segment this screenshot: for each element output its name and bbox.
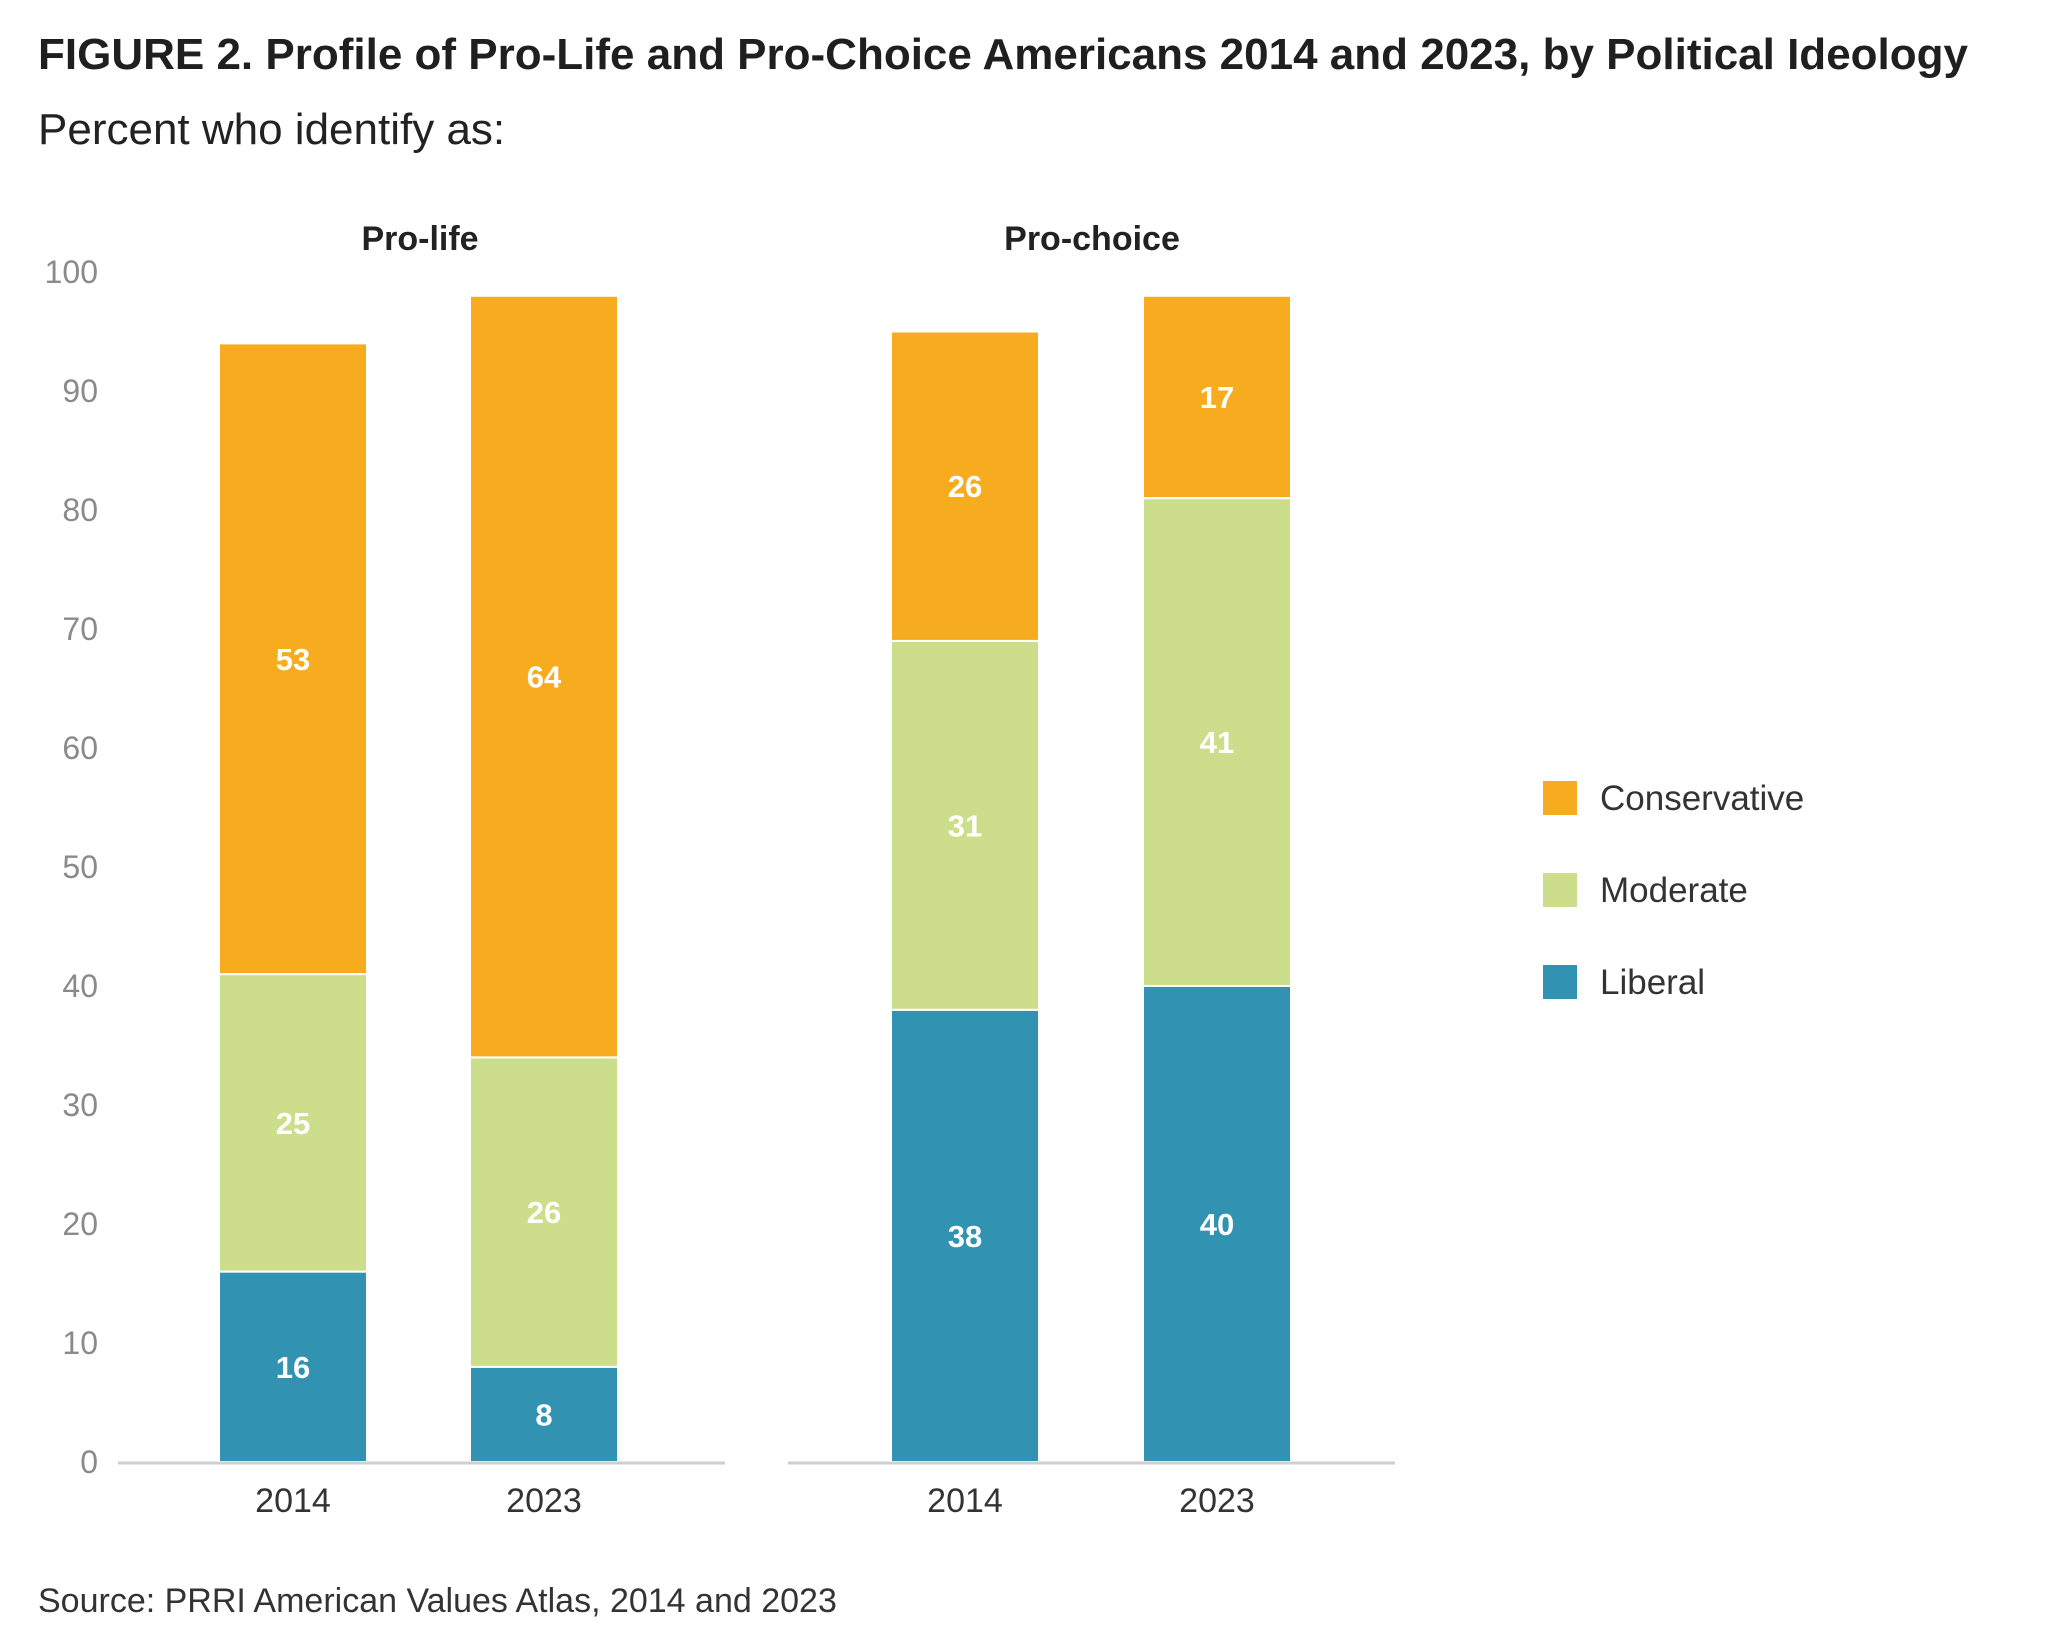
source-note: Source: PRRI American Values Atlas, 2014… bbox=[38, 1582, 837, 1620]
bar-segment-moderate bbox=[218, 973, 368, 1273]
y-tick-label: 40 bbox=[62, 968, 98, 1004]
chart-panels: Pro-life 16 25 53 2014 8 26 64 2023 Pro-choice 38 3… bbox=[118, 220, 1395, 1520]
y-tick-label: 30 bbox=[62, 1087, 98, 1123]
chart-title: FIGURE 2. Profile of Pro-Life and Pro-Ch… bbox=[38, 30, 1968, 79]
x-category-label: 2014 bbox=[255, 1482, 331, 1520]
y-tick-label: 0 bbox=[80, 1444, 98, 1480]
y-tick-label: 100 bbox=[45, 254, 98, 290]
bar-segment-conservative bbox=[890, 330, 1040, 642]
panel-pro-choice: Pro-choice 38 31 26 2014 40 41 17 2023 bbox=[788, 220, 1395, 1520]
data-label: 26 bbox=[527, 1195, 561, 1230]
y-tick-label: 20 bbox=[62, 1206, 98, 1242]
data-label: 25 bbox=[276, 1106, 310, 1141]
legend-item-moderate: Moderate bbox=[1543, 871, 1748, 910]
bar-segment-moderate bbox=[1142, 497, 1292, 987]
bar-segment-moderate bbox=[469, 1056, 619, 1368]
legend-item-conservative: Conservative bbox=[1543, 779, 1804, 818]
bar-segment-conservative bbox=[1142, 294, 1292, 500]
panel-pro-life: Pro-life 16 25 53 2014 8 26 64 2023 bbox=[118, 220, 725, 1520]
data-label: 16 bbox=[276, 1350, 310, 1385]
y-tick-label: 80 bbox=[62, 492, 98, 528]
legend-label: Moderate bbox=[1600, 871, 1748, 910]
data-label: 53 bbox=[276, 642, 310, 677]
bar-segment-conservative bbox=[218, 342, 368, 976]
x-category-label: 2023 bbox=[506, 1482, 582, 1520]
data-label: 38 bbox=[948, 1219, 982, 1254]
legend-item-liberal: Liberal bbox=[1543, 963, 1705, 1002]
y-tick-label: 60 bbox=[62, 730, 98, 766]
x-category-label: 2014 bbox=[927, 1482, 1003, 1520]
bar-segment-liberal bbox=[890, 1008, 1040, 1463]
panel-title: Pro-choice bbox=[1004, 220, 1180, 258]
legend-label: Conservative bbox=[1600, 779, 1804, 818]
bar-segment-liberal bbox=[1142, 985, 1292, 1463]
panel-title: Pro-life bbox=[361, 220, 478, 258]
legend-label: Liberal bbox=[1600, 963, 1705, 1002]
bar-segment-moderate bbox=[890, 639, 1040, 1011]
legend: Conservative Moderate Liberal bbox=[1543, 779, 1804, 1002]
data-label: 17 bbox=[1200, 380, 1234, 415]
data-label: 64 bbox=[527, 660, 562, 695]
y-axis: 0 10 20 30 40 50 60 70 80 90 100 bbox=[45, 254, 98, 1480]
x-category-label: 2023 bbox=[1179, 1482, 1255, 1520]
y-tick-label: 10 bbox=[62, 1325, 98, 1361]
data-label: 40 bbox=[1200, 1207, 1234, 1242]
data-label: 31 bbox=[948, 808, 982, 843]
legend-swatch bbox=[1543, 873, 1577, 907]
data-label: 26 bbox=[948, 469, 982, 504]
legend-swatch bbox=[1543, 965, 1577, 999]
data-label: 41 bbox=[1200, 725, 1234, 760]
data-label: 8 bbox=[535, 1397, 552, 1432]
chart-subtitle: Percent who identify as: bbox=[38, 105, 506, 154]
legend-swatch bbox=[1543, 781, 1577, 815]
y-tick-label: 50 bbox=[62, 849, 98, 885]
y-tick-label: 70 bbox=[62, 611, 98, 647]
y-tick-label: 90 bbox=[62, 373, 98, 409]
bar-segment-conservative bbox=[469, 294, 619, 1059]
